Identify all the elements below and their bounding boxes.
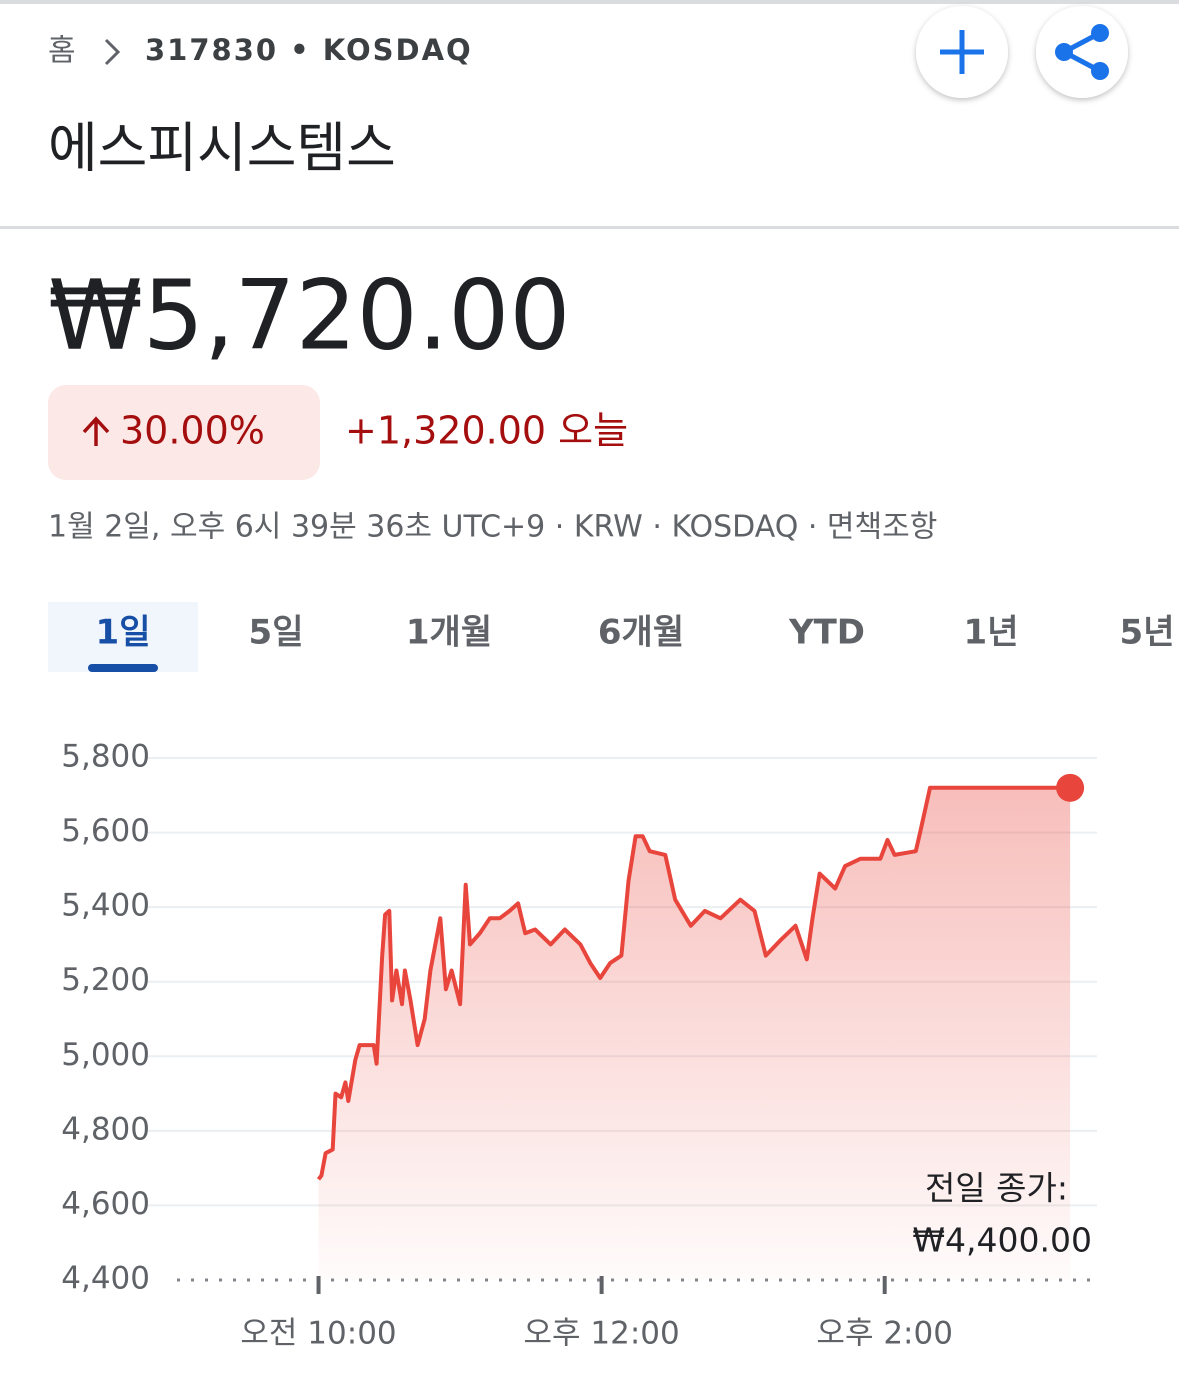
y-tick-label: 5,000 <box>61 1037 150 1073</box>
y-tick-label: 5,800 <box>61 739 150 775</box>
share-dot <box>1055 43 1073 61</box>
range-tab[interactable]: 6개월 <box>598 613 684 653</box>
previous-close-label: 전일 종가: <box>925 1169 1068 1208</box>
change-amount: +1,320.00 오늘 <box>345 409 628 453</box>
share-button[interactable] <box>1036 6 1128 98</box>
range-tab[interactable]: 1개월 <box>406 613 492 653</box>
top-edge <box>0 0 1179 4</box>
y-tick-label: 4,600 <box>61 1186 150 1222</box>
follow-button[interactable] <box>916 6 1008 98</box>
y-tick-label: 5,400 <box>61 888 150 924</box>
button-circle <box>1036 6 1128 98</box>
last-point <box>1056 773 1085 802</box>
range-tab[interactable]: 5년 <box>1120 613 1175 653</box>
selected-tab-indicator <box>88 664 158 672</box>
range-tab[interactable]: YTD <box>788 613 865 653</box>
change-percent: 30.00% <box>120 409 265 453</box>
price: ₩5,720.00 <box>48 259 570 371</box>
y-tick-label: 5,200 <box>61 962 150 998</box>
share-dot <box>1091 24 1109 42</box>
area-fill <box>318 787 1071 1280</box>
divider <box>0 226 1179 229</box>
breadcrumb-chevron <box>104 38 121 66</box>
plus-icon <box>940 30 984 74</box>
x-tick-label: 오후 2:00 <box>816 1316 953 1352</box>
previous-close-value: ₩4,400.00 <box>912 1221 1092 1260</box>
tabs: 1일 5일 1개월 6개월 YTD 1년 5년 <box>96 613 1175 653</box>
selected-tab-bg <box>48 602 198 672</box>
x-tick-label: 오후 12:00 <box>523 1316 679 1352</box>
stock-title: 에스피시스템스 <box>48 117 396 180</box>
y-tick-label: 4,400 <box>61 1261 150 1297</box>
info-line: 1월 2일, 오후 6시 39분 36초 UTC+9 · KRW · KOSDA… <box>48 510 937 545</box>
up-arrow <box>82 416 110 446</box>
y-tick-label: 4,800 <box>61 1111 150 1147</box>
y-tick-label: 5,600 <box>61 813 150 849</box>
change-badge <box>48 385 320 480</box>
breadcrumb-home[interactable]: 홈 <box>48 34 76 69</box>
range-tab[interactable]: 1일 <box>96 613 151 653</box>
range-tab[interactable]: 1년 <box>964 613 1019 653</box>
price-line <box>316 785 1071 1181</box>
range-tab[interactable]: 5일 <box>249 613 304 653</box>
breadcrumb-ticker: 317830 • KOSDAQ <box>145 33 473 67</box>
x-tick-label: 오전 10:00 <box>240 1316 396 1352</box>
share-dot <box>1091 62 1109 80</box>
chart: 4,400 4,600 4,800 5,000 5,200 5,400 5,600 5,800… <box>61 739 1097 1352</box>
